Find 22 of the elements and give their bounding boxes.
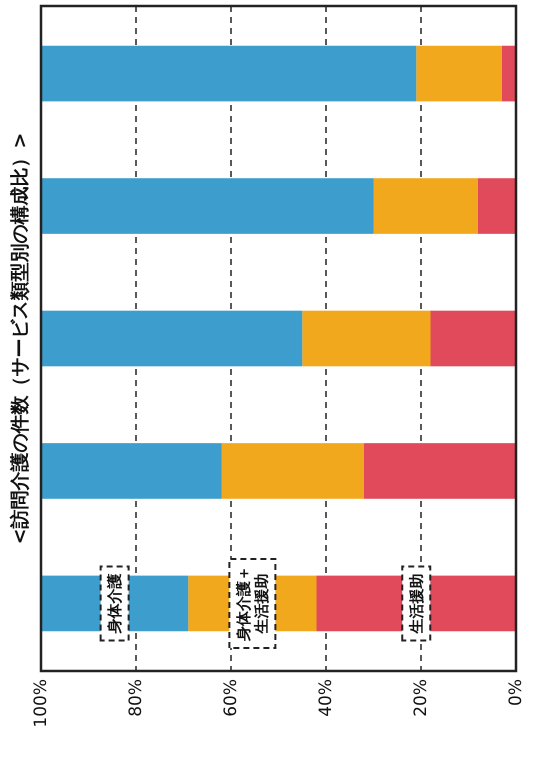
bar xyxy=(41,443,222,499)
bar xyxy=(478,178,516,234)
bar xyxy=(502,46,516,102)
bar xyxy=(41,310,302,366)
x-tick-label: 80% xyxy=(126,679,146,717)
bar xyxy=(364,443,516,499)
text: <訪問介護の件数（サービス類型別の構成比）> xyxy=(9,132,31,544)
bar xyxy=(41,178,374,234)
bar xyxy=(374,178,478,234)
series-label: 身体介護＋生活援助 xyxy=(234,566,270,642)
x-tick-label: 0% xyxy=(506,679,526,706)
bar xyxy=(430,310,516,366)
series-label: 身体介護 xyxy=(106,573,124,634)
bar xyxy=(41,46,416,102)
x-tick-label: 40% xyxy=(316,679,336,717)
bar xyxy=(302,310,430,366)
x-tick-label: 100% xyxy=(31,679,51,728)
bar xyxy=(222,443,364,499)
series-label: 生活援助 xyxy=(407,573,426,634)
x-tick-label: 60% xyxy=(221,679,241,717)
x-tick-label: 20% xyxy=(411,679,431,717)
bar xyxy=(416,46,502,102)
